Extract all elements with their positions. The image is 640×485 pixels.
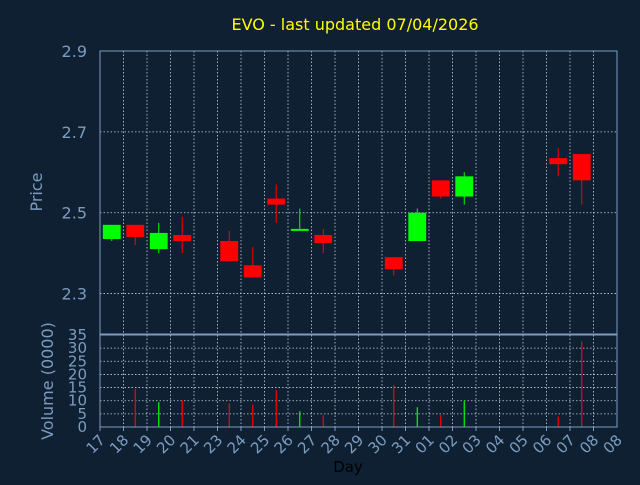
volume-bar [158, 402, 160, 427]
volume-bar [322, 415, 324, 427]
price-tick-label: 2.9 [62, 42, 87, 61]
candle-body [173, 234, 192, 242]
volume-axis-label: Volume (0000) [38, 322, 57, 440]
candle-body [267, 198, 286, 205]
candle-body [126, 224, 145, 237]
candle-body [290, 228, 309, 231]
chart-title: EVO - last updated 07/04/2026 [231, 15, 478, 34]
volume-bar [228, 403, 230, 427]
x-axis-label: Day [333, 458, 363, 476]
volume-tick-label: 25 [68, 352, 87, 370]
volume-bar [134, 388, 136, 427]
candle-body [455, 176, 474, 197]
price-tick-label: 2.7 [62, 123, 87, 142]
candle-body [314, 234, 333, 244]
candle-body [243, 265, 262, 278]
price-tick-label: 2.5 [62, 204, 87, 223]
volume-bar [581, 341, 583, 427]
volume-tick-label: 35 [68, 326, 87, 344]
volume-bar [181, 400, 183, 427]
price-axis-label: Price [27, 172, 46, 211]
volume-tick-label: 5 [77, 405, 87, 423]
price-tick-label: 2.3 [62, 285, 87, 304]
volume-bar [393, 384, 395, 427]
volume-tick-label: 10 [68, 392, 87, 410]
volume-bar [299, 411, 301, 427]
volume-tick-label: 0 [77, 418, 87, 436]
candle-body [102, 224, 121, 239]
candlestick-series [102, 148, 591, 278]
candle-body [149, 232, 168, 250]
volume-bar [275, 390, 277, 427]
volume-bar [440, 415, 442, 427]
volume-series [134, 341, 583, 427]
candle-body [408, 212, 427, 242]
volume-bar [416, 407, 418, 427]
volume-bar [252, 404, 254, 427]
candle-body [572, 154, 591, 181]
volume-bar [557, 416, 559, 427]
volume-tick-label: 20 [68, 365, 87, 383]
volume-tick-label: 15 [68, 379, 87, 397]
candle-body [431, 180, 450, 197]
volume-bar [463, 400, 465, 427]
candle-body [384, 257, 403, 270]
candle-body [220, 241, 239, 262]
volume-tick-label: 30 [68, 339, 87, 357]
candle-body [549, 158, 568, 165]
price-plot-frame [99, 50, 618, 335]
price-tick-labels: 2.3 2.5 2.7 2.9 [62, 42, 87, 304]
